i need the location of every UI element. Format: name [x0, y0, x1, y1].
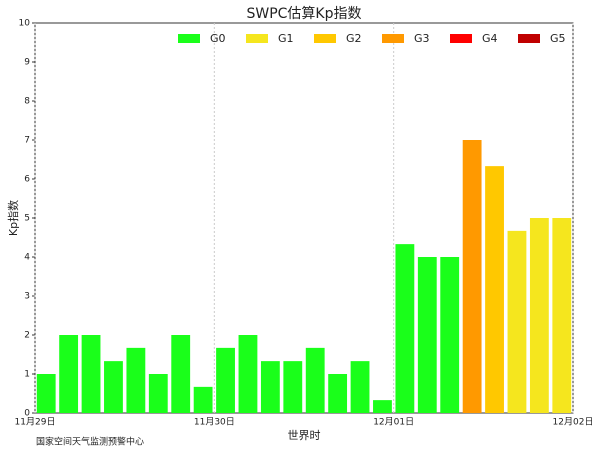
bar [485, 166, 504, 413]
x-tick-label: 12月02日 [553, 417, 594, 428]
bar [171, 335, 191, 413]
y-tick-label: 5 [24, 214, 30, 224]
bar [417, 257, 437, 413]
x-tick-label: 11月29日 [15, 417, 56, 428]
bar [328, 374, 348, 413]
bar [148, 374, 168, 413]
y-tick-label: 2 [24, 331, 30, 341]
legend-swatch [314, 34, 336, 43]
bar [350, 361, 370, 413]
legend-label: G3 [414, 32, 430, 45]
y-axis-label: Kp指数 [6, 200, 20, 236]
legend-swatch [382, 34, 404, 43]
bar [193, 386, 213, 413]
bar [104, 361, 123, 413]
y-tick-label: 10 [19, 19, 31, 29]
y-tick-label: 1 [24, 370, 30, 380]
bar [552, 218, 572, 413]
legend-label: G1 [278, 32, 294, 45]
bar [507, 230, 527, 413]
bar [395, 244, 415, 413]
footer: 国家空间天气监测预警中心 [36, 436, 144, 448]
bar [260, 361, 280, 413]
bar [373, 400, 392, 413]
bar [238, 335, 258, 413]
bar [462, 140, 482, 413]
y-tick-label: 8 [24, 97, 30, 107]
bar [529, 218, 549, 413]
bar [440, 257, 460, 413]
y-tick-label: 4 [24, 253, 30, 263]
legend-swatch [178, 34, 200, 43]
legend-label: G5 [550, 32, 566, 45]
y-tick-label: 9 [24, 58, 30, 68]
chart-title: SWPC估算Kp指数 [246, 6, 361, 22]
bar [81, 335, 101, 413]
x-tick-label: 12月01日 [373, 417, 414, 428]
y-tick-label: 6 [24, 175, 30, 185]
bar [216, 347, 235, 413]
legend-label: G0 [210, 32, 226, 45]
bar [59, 335, 79, 413]
x-axis-label: 世界时 [288, 429, 321, 442]
legend-swatch [450, 34, 472, 43]
x-tick-label: 11月30日 [194, 417, 235, 428]
legend-label: G2 [346, 32, 362, 45]
bar [283, 361, 303, 413]
y-tick-label: 3 [24, 292, 30, 302]
bar [36, 374, 56, 413]
legend-swatch [246, 34, 268, 43]
bar [126, 347, 146, 413]
legend-label: G4 [482, 32, 498, 45]
legend-swatch [518, 34, 540, 43]
y-tick-label: 0 [24, 409, 30, 419]
bar [305, 347, 325, 413]
y-tick-label: 7 [24, 136, 30, 146]
